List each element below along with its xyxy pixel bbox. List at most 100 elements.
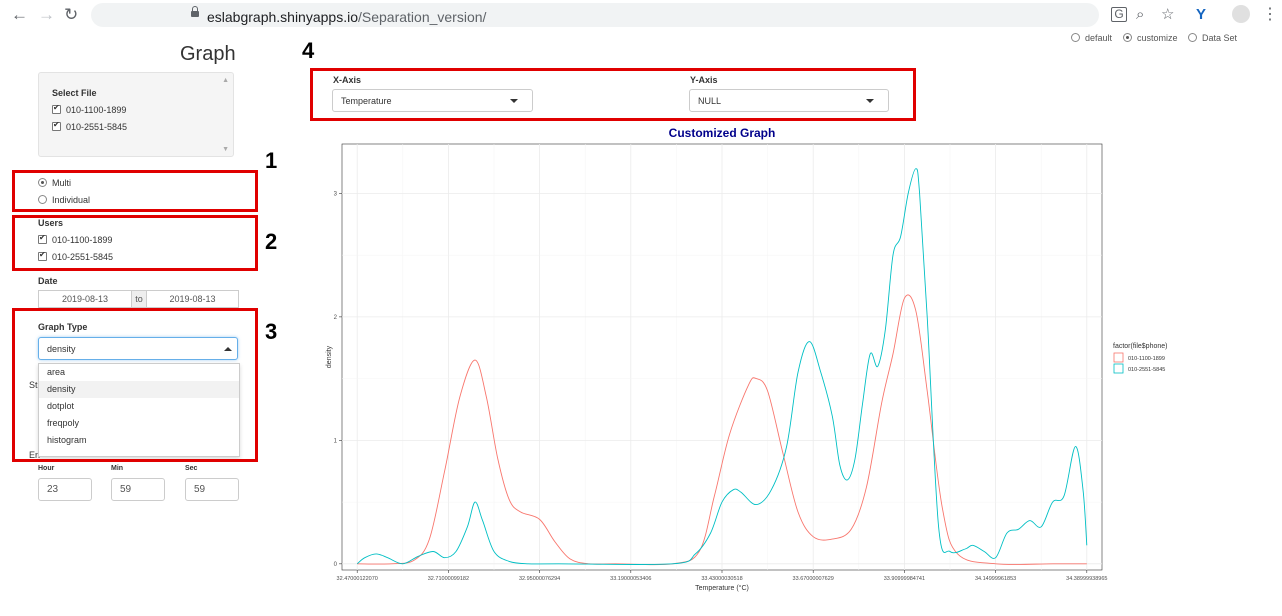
checkbox-icon (52, 120, 61, 131)
chevron-down-icon (866, 99, 874, 103)
forward-arrow-icon[interactable]: → (38, 5, 55, 24)
legend-label-2: 010-2551-5845 (1128, 367, 1165, 373)
radio-icon (1071, 33, 1080, 42)
x-tick-label: 32.95000076294 (519, 576, 560, 582)
star-icon[interactable]: ☆ (1161, 6, 1175, 23)
checkbox-icon (38, 250, 47, 261)
option-histogram[interactable]: histogram (47, 435, 87, 445)
select-file-label: Select File (52, 88, 97, 98)
hour-input[interactable]: 23 (38, 478, 92, 501)
caret-up-icon (224, 347, 232, 351)
date-label: Date (38, 276, 58, 286)
end-time-label-partial: En (29, 450, 41, 460)
radio-data-set[interactable]: Data Set (1188, 33, 1237, 43)
x-axis-title: Temperature (°C) (695, 584, 749, 592)
series-line-2 (356, 168, 1088, 566)
extension-icon[interactable]: Y (1196, 6, 1207, 23)
y-tick-label: 3 (334, 191, 338, 197)
sidebar-title: Graph (180, 43, 236, 65)
date-to-input[interactable]: 2019-08-13 (146, 290, 239, 308)
chart-title: Customized Graph (669, 126, 776, 140)
file-checkbox-1[interactable]: 010-1100-1899 (52, 103, 126, 115)
translate-icon[interactable]: G (1111, 7, 1127, 22)
radio-icon (38, 195, 47, 204)
min-label: Min (111, 465, 124, 472)
x-axis-select[interactable]: Temperature (332, 89, 533, 112)
profile-icon[interactable] (1232, 5, 1250, 23)
option-dotplot[interactable]: dotplot (47, 401, 75, 411)
annotation-number-2: 2 (265, 229, 278, 254)
annotation-number-3: 3 (265, 319, 278, 344)
radio-multi[interactable]: Multi (38, 178, 71, 188)
chart-legend: factor(file$phone) 010-1100-1899 010-2551… (1113, 343, 1167, 374)
y-tick-label: 2 (334, 315, 338, 321)
x-tick-label: 32.47000122070 (337, 576, 378, 582)
legend-key-2 (1113, 363, 1124, 374)
x-tick-label: 32.71000099182 (428, 576, 469, 582)
annotation-box-3 (12, 308, 258, 462)
min-input[interactable]: 59 (111, 478, 165, 501)
x-axis-label: X-Axis (333, 75, 362, 85)
scroll-up-icon[interactable]: ▲ (222, 77, 229, 84)
more-menu-icon[interactable]: ⋮ (1262, 6, 1278, 23)
sec-input[interactable]: 59 (185, 478, 239, 501)
grid-lines (342, 144, 1102, 570)
x-tick-label: 33.90999984741 (884, 576, 925, 582)
legend-title: factor(file$phone) (1113, 343, 1167, 350)
hour-label: Hour (38, 465, 55, 472)
date-separator: to (132, 290, 146, 308)
lock-icon (191, 6, 199, 17)
select-file-panel[interactable]: Select File 010-1100-1899 010-2551-5845 … (38, 72, 234, 157)
chevron-down-icon (510, 99, 518, 103)
x-tick-label: 33.67000007629 (793, 576, 834, 582)
graph-type-label: Graph Type (38, 322, 88, 332)
y-axis-label: Y-Axis (690, 75, 718, 85)
start-time-label-partial: St (29, 380, 38, 390)
x-tick-label: 34.14999961853 (975, 576, 1016, 582)
x-tick-label: 33.43000030518 (701, 576, 742, 582)
x-axis-ticks: 32.47000122070 32.71000099182 32.950000762… (337, 570, 1107, 582)
url-host: eslabgraph.shinyapps.io (207, 9, 358, 25)
annotation-box-4 (310, 68, 916, 121)
annotation-number-4: 4 (302, 38, 315, 63)
legend-label-1: 010-1100-1899 (1128, 356, 1165, 362)
back-arrow-icon[interactable]: ← (11, 5, 28, 24)
x-tick-label: 33.19000053406 (610, 576, 651, 582)
scroll-down-icon[interactable]: ▼ (222, 146, 229, 153)
users-label: Users (38, 218, 64, 228)
radio-default[interactable]: default (1071, 33, 1112, 43)
user-checkbox-2[interactable]: 010-2551-5845 (38, 250, 113, 262)
option-area[interactable]: area (47, 367, 66, 377)
file-checkbox-2[interactable]: 010-2551-5845 (52, 120, 127, 132)
address-bar[interactable]: eslabgraph.shinyapps.io/Separation_versi… (91, 3, 1099, 27)
graph-type-dropdown: area density dotplot freqpoly histogram (38, 363, 240, 457)
user-checkbox-1[interactable]: 010-1100-1899 (38, 233, 112, 245)
y-axis-select[interactable]: NULL (689, 89, 889, 112)
y-axis-ticks: 0 1 2 3 (334, 191, 342, 568)
radio-icon (38, 178, 47, 187)
option-density[interactable]: density (39, 381, 239, 398)
radio-customize[interactable]: customize (1123, 33, 1178, 43)
y-tick-label: 0 (334, 562, 338, 568)
date-from-input[interactable]: 2019-08-13 (38, 290, 132, 308)
option-freqpoly[interactable]: freqpoly (47, 418, 80, 428)
checkbox-icon (38, 233, 47, 244)
graph-type-select[interactable]: density (38, 337, 238, 360)
checkbox-icon (52, 103, 61, 114)
radio-individual[interactable]: Individual (38, 195, 90, 205)
series-lines (356, 168, 1088, 566)
reload-icon[interactable]: ↻ (64, 5, 79, 24)
y-axis-title: density (326, 345, 333, 368)
radio-icon (1188, 33, 1197, 42)
browser-toolbar: ← → ↻ eslabgraph.shinyapps.io/Separation… (0, 0, 1282, 30)
url-path: /Separation_version/ (358, 9, 487, 25)
x-tick-label: 34.38999938965 (1066, 576, 1107, 582)
sec-label: Sec (185, 465, 198, 472)
annotation-box-2 (12, 215, 258, 271)
annotation-number-1: 1 (265, 148, 278, 173)
y-tick-label: 1 (334, 438, 338, 444)
legend-key-1 (1113, 352, 1124, 363)
radio-icon (1123, 33, 1132, 42)
zoom-icon[interactable]: ⌕ (1136, 6, 1145, 23)
